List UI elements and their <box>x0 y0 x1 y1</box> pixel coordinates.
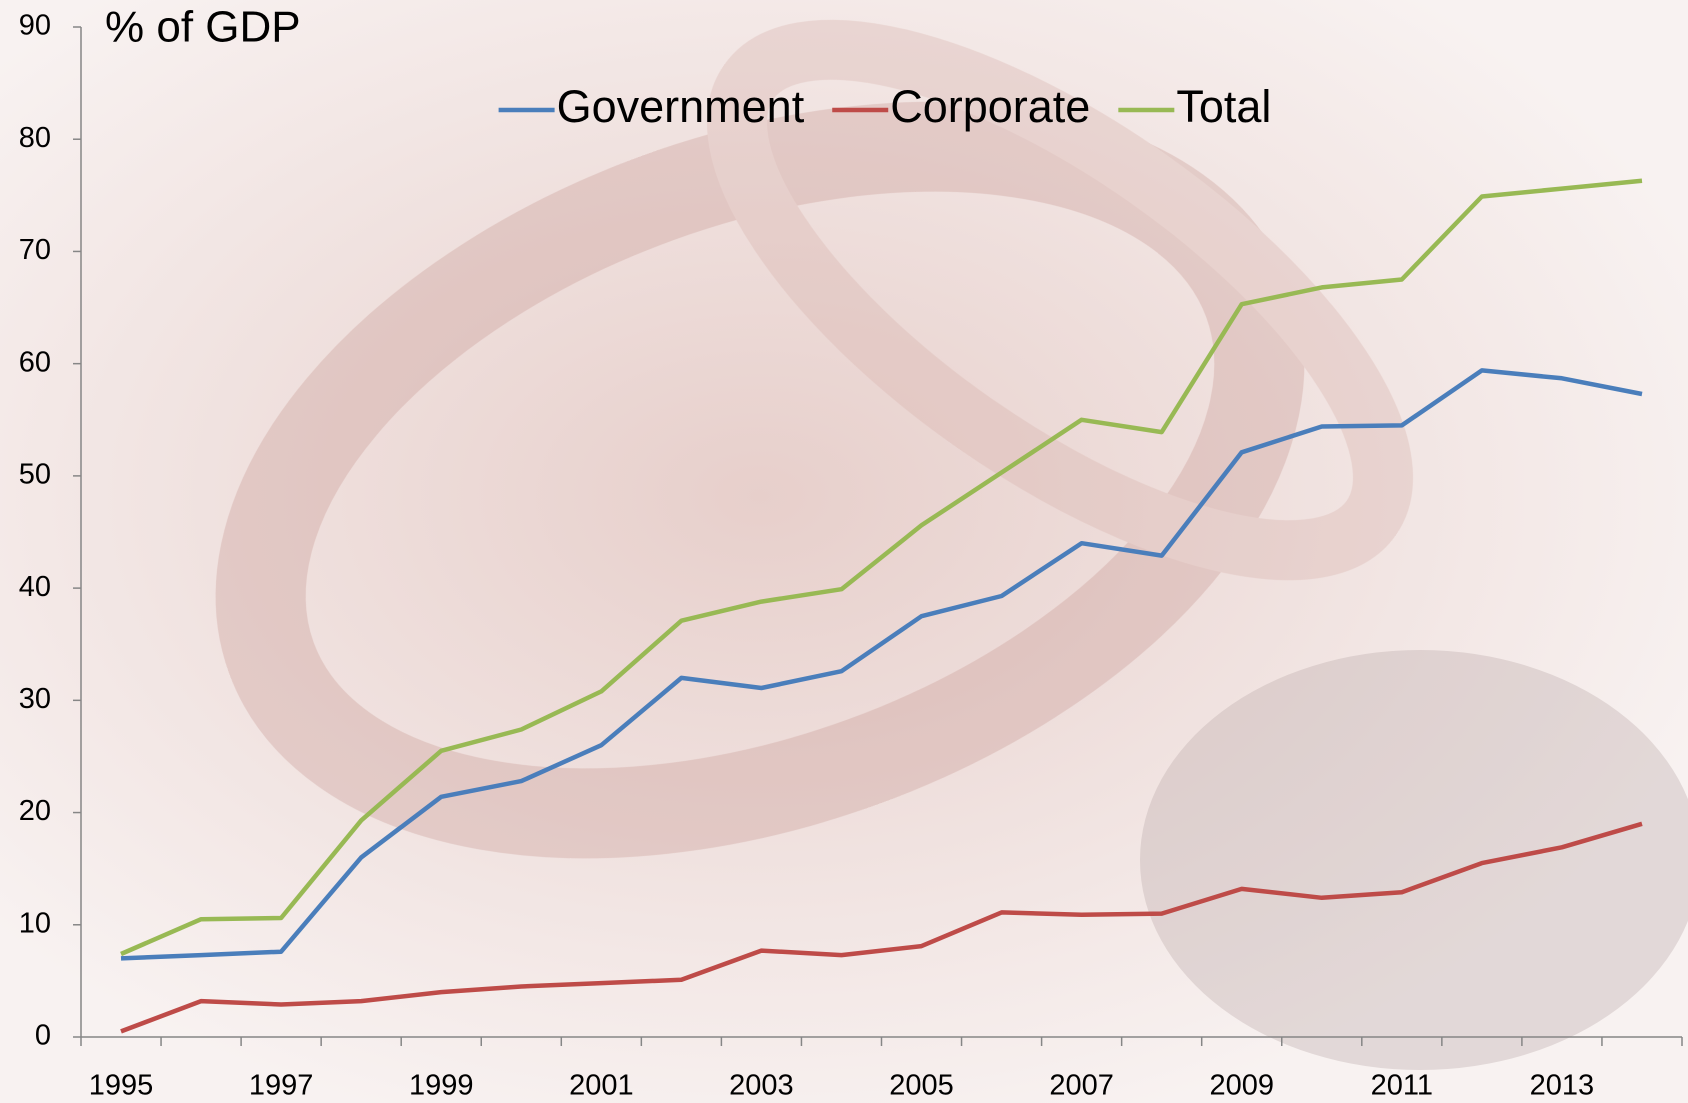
y-tick-label: 90 <box>19 10 51 42</box>
y-tick-label: 0 <box>35 1020 51 1052</box>
y-tick-label: 20 <box>19 795 51 827</box>
x-tick-label: 1997 <box>249 1070 314 1102</box>
x-tick-label: 2013 <box>1530 1070 1595 1102</box>
x-tick-label: 1995 <box>89 1070 154 1102</box>
x-tick-label: 2009 <box>1209 1070 1274 1102</box>
y-tick-label: 50 <box>19 459 51 491</box>
x-tick-label: 1999 <box>409 1070 474 1102</box>
x-tick-label: 2007 <box>1049 1070 1114 1102</box>
y-tick-label: 30 <box>19 683 51 715</box>
y-tick-label: 80 <box>19 122 51 154</box>
x-tick-label: 2001 <box>569 1070 634 1102</box>
legend-label: Corporate <box>890 81 1090 132</box>
y-tick-label: 60 <box>19 346 51 378</box>
legend-label: Government <box>557 81 805 132</box>
chart-title: % of GDP <box>105 3 301 52</box>
x-tick-label: 2005 <box>889 1070 954 1102</box>
x-tick-label: 2011 <box>1371 1070 1433 1102</box>
y-tick-label: 70 <box>19 234 51 266</box>
page: {"chart_data": { "type": "line", "title"… <box>0 0 1688 1103</box>
x-tick-label: 2003 <box>729 1070 794 1102</box>
legend-label: Total <box>1176 81 1271 132</box>
chart: % of GDP 0 10 20 30 40 50 60 70 80 90 1995 1997 1999… <box>0 0 1688 1103</box>
y-tick-label: 10 <box>19 907 51 939</box>
y-tick-label: 40 <box>19 571 51 603</box>
